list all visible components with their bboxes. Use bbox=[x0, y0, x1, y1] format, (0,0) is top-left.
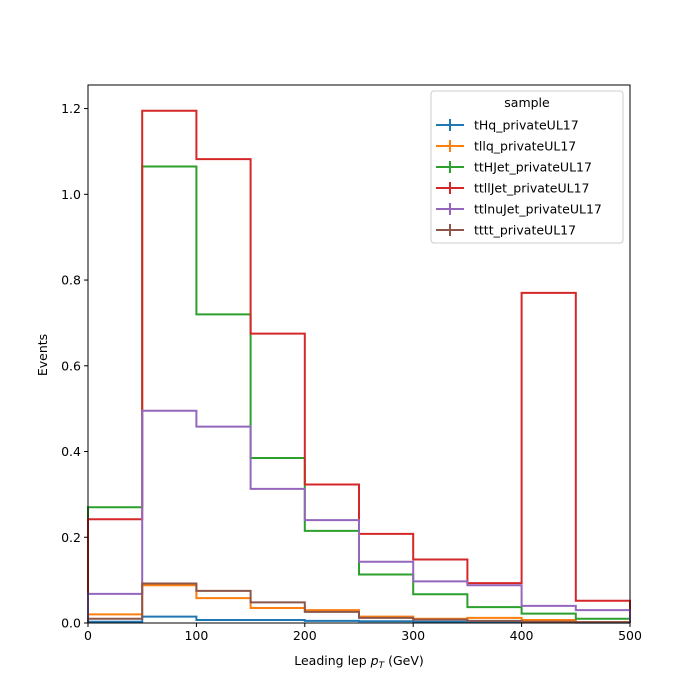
series-tttt_privateUL17 bbox=[87, 582, 631, 624]
y-tick-label: 0.6 bbox=[61, 358, 81, 373]
legend: sample tHq_privateUL17 tllq_privateUL17 ttH… bbox=[430, 90, 624, 244]
legend-label: tHq_privateUL17 bbox=[474, 118, 579, 133]
legend-label: ttllJet_privateUL17 bbox=[474, 181, 590, 196]
x-tick-label: 300 bbox=[401, 628, 425, 643]
legend-item: ttHJet_privateUL17 bbox=[436, 160, 592, 175]
y-tick-label: 1.0 bbox=[61, 187, 81, 202]
legend-item: ttlnuJet_privateUL17 bbox=[436, 202, 602, 217]
series-line bbox=[87, 109, 631, 623]
legend-label: ttHJet_privateUL17 bbox=[474, 160, 592, 175]
legend-item: tHq_privateUL17 bbox=[436, 118, 579, 133]
y-axis-label: Events bbox=[35, 334, 50, 376]
legend-label: ttlnuJet_privateUL17 bbox=[474, 202, 602, 217]
y-tick-label: 1.2 bbox=[61, 101, 81, 116]
x-tick-label: 500 bbox=[618, 628, 642, 643]
series-ttlnuJet_privateUL17 bbox=[87, 409, 631, 623]
x-tick-label: 100 bbox=[184, 628, 208, 643]
x-tick-label: 200 bbox=[293, 628, 317, 643]
y-tick-label: 0.8 bbox=[61, 273, 81, 288]
legend-box bbox=[430, 90, 624, 244]
y-tick-label: 0.0 bbox=[61, 616, 81, 631]
series-ttllJet_privateUL17 bbox=[87, 109, 631, 623]
series-layer bbox=[87, 109, 631, 624]
legend-label: tllq_privateUL17 bbox=[474, 139, 576, 154]
legend-item: ttllJet_privateUL17 bbox=[436, 181, 590, 196]
legend-label: tttt_privateUL17 bbox=[474, 223, 576, 238]
legend-item: tttt_privateUL17 bbox=[436, 223, 576, 238]
y-tick-label: 0.2 bbox=[61, 530, 81, 545]
x-tick-label: 0 bbox=[84, 628, 92, 643]
series-line bbox=[87, 409, 631, 623]
axes-layer: 0 100 200 300 400 500 0.0 0.2 0.4 0.6 0.8 1.0 1.2 bbox=[61, 84, 642, 643]
x-tick-label: 400 bbox=[510, 628, 534, 643]
legend-item: tllq_privateUL17 bbox=[436, 139, 576, 154]
axes-frame bbox=[87, 84, 631, 624]
series-line bbox=[87, 582, 631, 624]
legend-title: sample bbox=[504, 95, 550, 110]
x-axis-label: Leading lep pT (GeV) bbox=[294, 653, 424, 671]
y-tick-label: 0.4 bbox=[61, 444, 81, 459]
